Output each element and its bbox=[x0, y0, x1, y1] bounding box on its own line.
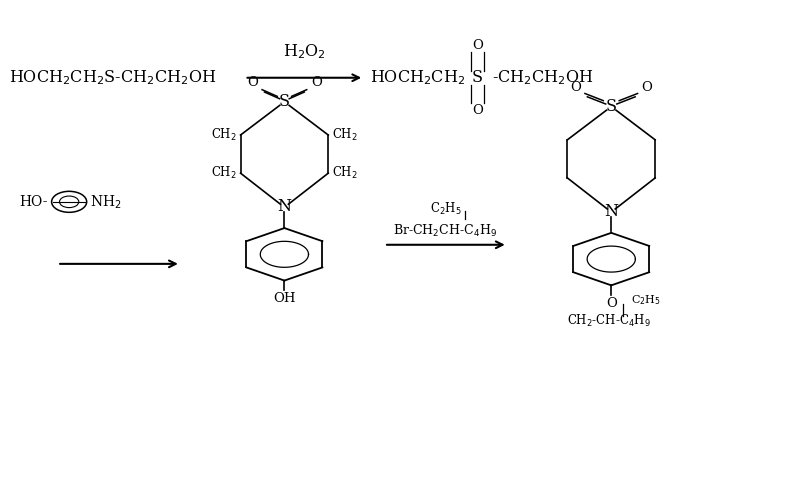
Text: HOCH$_2$CH$_2$: HOCH$_2$CH$_2$ bbox=[370, 68, 465, 87]
Text: HO-: HO- bbox=[19, 195, 48, 209]
Text: O: O bbox=[570, 81, 581, 94]
Text: CH$_2$-CH-C$_4$H$_9$: CH$_2$-CH-C$_4$H$_9$ bbox=[567, 313, 651, 329]
Text: S: S bbox=[279, 93, 290, 110]
Text: C$_2$H$_5$: C$_2$H$_5$ bbox=[430, 201, 462, 217]
Text: CH$_2$: CH$_2$ bbox=[210, 127, 237, 143]
Text: O: O bbox=[311, 76, 322, 89]
Text: CH$_2$: CH$_2$ bbox=[210, 165, 237, 181]
Text: O: O bbox=[472, 39, 482, 52]
Text: O: O bbox=[642, 81, 653, 94]
Text: N: N bbox=[278, 198, 291, 215]
Text: S: S bbox=[472, 69, 483, 86]
Text: CH$_2$: CH$_2$ bbox=[332, 127, 358, 143]
Text: -CH$_2$CH$_2$OH: -CH$_2$CH$_2$OH bbox=[492, 68, 593, 87]
Text: HOCH$_2$CH$_2$S-CH$_2$CH$_2$OH: HOCH$_2$CH$_2$S-CH$_2$CH$_2$OH bbox=[10, 68, 217, 87]
Text: OH: OH bbox=[273, 292, 296, 305]
Text: O: O bbox=[606, 297, 617, 310]
Text: H$_2$O$_2$: H$_2$O$_2$ bbox=[283, 42, 326, 61]
Text: N: N bbox=[604, 203, 618, 220]
Text: O: O bbox=[247, 76, 258, 89]
Text: S: S bbox=[606, 98, 617, 115]
Text: Br-CH$_2$CH-C$_4$H$_9$: Br-CH$_2$CH-C$_4$H$_9$ bbox=[394, 222, 498, 239]
Text: CH$_2$: CH$_2$ bbox=[332, 165, 358, 181]
Text: C$_2$H$_5$: C$_2$H$_5$ bbox=[631, 293, 661, 307]
Text: O: O bbox=[472, 104, 482, 117]
Text: NH$_2$: NH$_2$ bbox=[90, 193, 122, 211]
